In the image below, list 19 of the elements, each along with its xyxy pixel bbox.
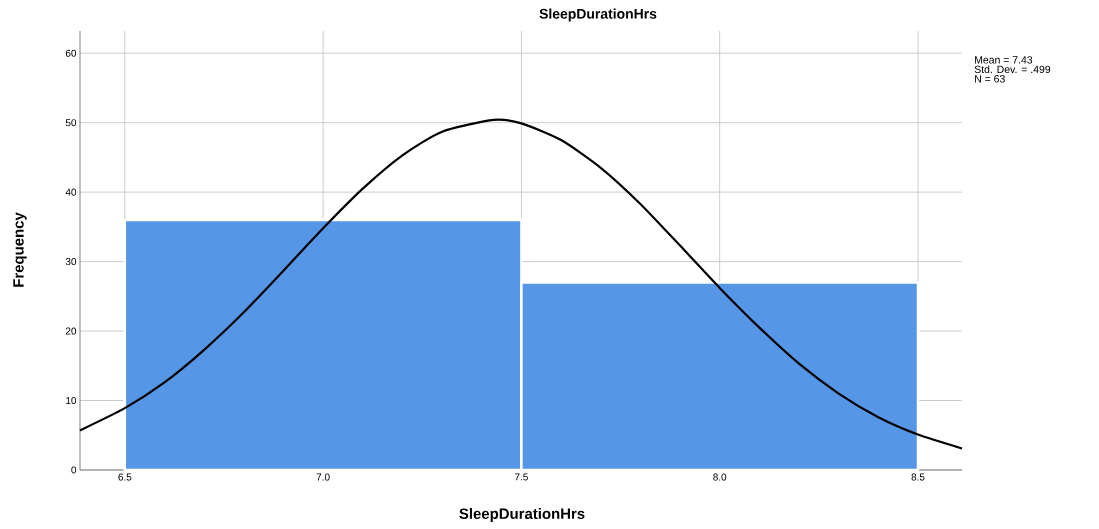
text: Std. Dev. = .499 bbox=[974, 65, 1051, 74]
x-axis-title: SleepDurationHrs bbox=[459, 508, 585, 522]
chart-title: SleepDurationHrs bbox=[539, 8, 657, 22]
x-tick-label: 7.0 bbox=[316, 473, 330, 481]
y-tick-label: 30 bbox=[65, 258, 77, 266]
y-tick-label: 0 bbox=[71, 466, 77, 474]
y-tick-label: 50 bbox=[65, 119, 77, 127]
text: N = 63 bbox=[975, 75, 1005, 83]
y-tick-label: 40 bbox=[65, 188, 77, 196]
x-tick-label: 8.5 bbox=[911, 473, 925, 481]
y-tick-label: 10 bbox=[66, 397, 77, 405]
text: Mean = 7.43 bbox=[975, 56, 1033, 64]
y-tick-label: 20 bbox=[65, 327, 77, 335]
y-axis-title: Frequency bbox=[13, 212, 27, 287]
y-tick-label: 60 bbox=[65, 49, 77, 57]
x-tick-label: 6.5 bbox=[118, 473, 132, 481]
line-series bbox=[78, 118, 964, 450]
x-tick-label: 8.0 bbox=[713, 473, 727, 481]
x-tick-label: 7.5 bbox=[515, 473, 528, 481]
